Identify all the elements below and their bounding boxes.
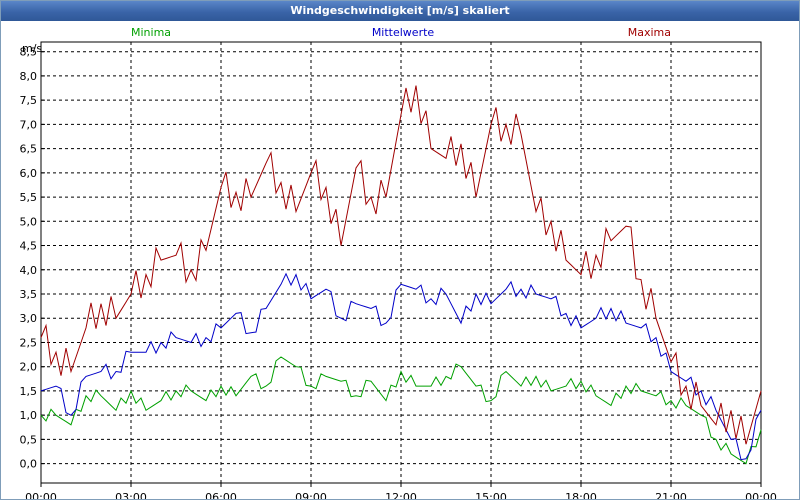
y-tick-label: 3,0 [20, 312, 38, 325]
x-tick-time-label: 18:00 [565, 491, 597, 499]
y-tick-label: 0,5 [20, 433, 38, 446]
line-chart: m/s 0,0 0,5 1,0 1,5 2,0 2,5 3,0 3,5 4,0 4,5 5,0 5,5… [20, 26, 777, 499]
y-tick-label: 2,0 [20, 361, 38, 374]
series-line-maxima [40, 85, 762, 445]
y-tick-label: 8,0 [20, 70, 38, 83]
legend-mittelwerte: Mittelwerte [372, 26, 435, 39]
y-tick-label: 4,5 [20, 240, 38, 253]
y-tick-label: 7,0 [20, 118, 38, 131]
series-line-minima [40, 356, 762, 465]
y-tick-label: 8,5 [20, 46, 38, 59]
series-lines [40, 85, 762, 465]
legend-minima: Minima [131, 26, 171, 39]
y-tick-label: 3,5 [20, 288, 38, 301]
y-tick-label: 6,0 [20, 167, 38, 180]
x-tick-time-label: 03:00 [115, 491, 147, 499]
y-tick-label: 1,5 [20, 385, 38, 398]
title-bar: Windgeschwindigkeit [m/s] skaliert [1, 1, 799, 21]
x-tick-time-label: 00:00 [745, 491, 777, 499]
y-tick-label: 2,5 [20, 336, 38, 349]
legend: Minima Mittelwerte Maxima [131, 26, 671, 39]
x-tick-time-label: 21:00 [655, 491, 687, 499]
y-tick-label: 6,5 [20, 143, 38, 156]
legend-maxima: Maxima [628, 26, 671, 39]
axis-labels: m/s 0,0 0,5 1,0 1,5 2,0 2,5 3,0 3,5 4,0 4,5 5,0 5,5… [20, 42, 777, 499]
x-tick-time-label: 12:00 [385, 491, 417, 499]
y-axis-unit-label: m/s [22, 42, 42, 55]
chart-title: Windgeschwindigkeit [m/s] skaliert [290, 4, 510, 17]
x-tick-time-label: 09:00 [295, 491, 327, 499]
x-tick-time-label: 15:00 [475, 491, 507, 499]
x-tick-time-label: 00:00 [25, 491, 57, 499]
grid-lines [40, 42, 762, 487]
y-tick-label: 0,0 [20, 458, 38, 471]
y-tick-label: 5,0 [20, 215, 38, 228]
plot-frame [40, 41, 762, 484]
y-tick-label: 1,0 [20, 409, 38, 422]
y-tick-label: 5,5 [20, 191, 38, 204]
y-tick-label: 7,5 [20, 94, 38, 107]
series-line-mittelwerte [40, 272, 762, 461]
x-tick-time-label: 06:00 [205, 491, 237, 499]
y-tick-label: 4,0 [20, 264, 38, 277]
